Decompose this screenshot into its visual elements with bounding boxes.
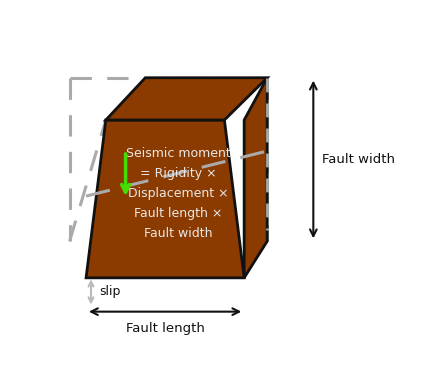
Polygon shape [106,78,267,120]
Text: slip: slip [99,285,121,298]
Polygon shape [86,120,244,278]
Polygon shape [244,78,267,278]
Text: Seismic moment
= Rigidity ×
Displacement ×
Fault length ×
Fault width: Seismic moment = Rigidity × Displacement… [126,147,231,240]
Text: Fault length: Fault length [126,321,204,335]
Text: Fault width: Fault width [322,153,394,166]
